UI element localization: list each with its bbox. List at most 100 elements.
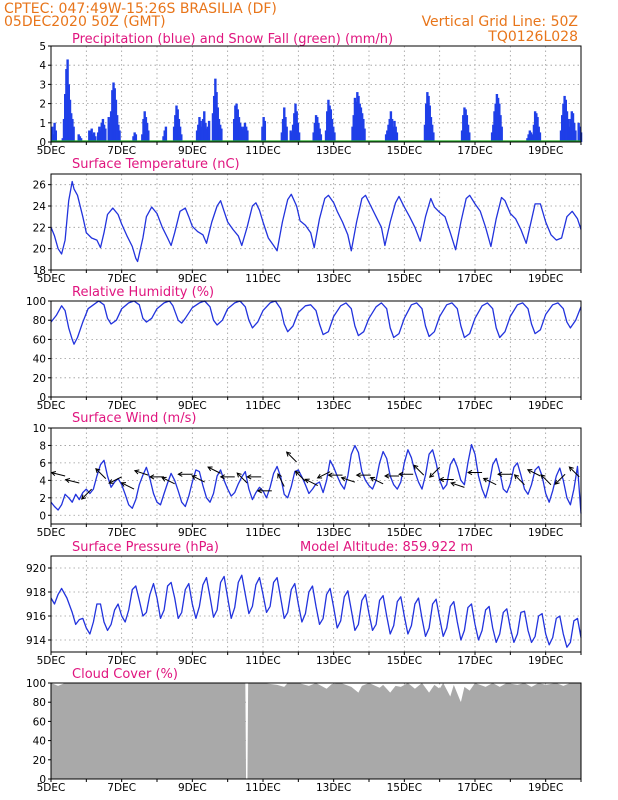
- precip-bar: [392, 126, 395, 142]
- wind-arrow-head: [64, 477, 71, 484]
- x-tick-label: 7DEC: [107, 400, 136, 412]
- x-tick-label: 9DEC: [178, 782, 207, 794]
- precip-bar: [531, 134, 534, 142]
- x-tick-label: 13DEC: [316, 782, 351, 794]
- y-tick-label: 918: [26, 587, 46, 599]
- precip-bar: [132, 136, 135, 142]
- precip-bar: [163, 130, 166, 142]
- wind-arrow-head: [540, 474, 546, 480]
- y-tick-label: 60: [33, 716, 46, 728]
- precip-bar: [68, 99, 72, 142]
- panel-title: Surface Temperature (nC): [72, 157, 240, 172]
- y-tick-label: 2: [39, 99, 46, 111]
- precip-bar: [164, 126, 168, 142]
- x-tick-label: 15DEC: [387, 527, 422, 539]
- wind-arrow-shaft: [429, 466, 441, 478]
- precip-bar: [177, 118, 181, 142]
- precip-bar: [429, 117, 433, 142]
- wind-arrow-shaft: [121, 482, 135, 490]
- precip-bar: [262, 117, 265, 142]
- precip-bar: [463, 107, 466, 142]
- wind-arrow-head: [383, 473, 390, 479]
- y-tick-label: 20: [33, 244, 46, 256]
- precip-bar: [388, 118, 391, 142]
- precip-bar: [526, 138, 529, 142]
- y-tick-label: 1: [39, 118, 46, 130]
- wind-arrow-shaft: [236, 472, 248, 484]
- y-tick-label: 20: [33, 755, 46, 767]
- wind-arrow: [246, 474, 262, 480]
- wind-arrow-shaft: [554, 473, 566, 485]
- y-tick-label: 22: [33, 222, 46, 234]
- precip-bar: [51, 126, 54, 142]
- y-tick-label: 916: [26, 611, 46, 623]
- precip-bar: [64, 94, 67, 142]
- precip-bar: [389, 111, 393, 142]
- precip-bar: [145, 122, 149, 142]
- precip-bar: [387, 124, 390, 142]
- precip-bar: [490, 132, 494, 142]
- wind-arrow: [191, 475, 205, 483]
- precip-bar: [117, 124, 120, 142]
- y-tick-label: 5: [39, 41, 46, 53]
- panel-title: Precipitation (blue) and Snow Fall (gree…: [72, 32, 393, 47]
- wind-arrow: [207, 466, 221, 474]
- wind-arrow-head: [236, 472, 242, 478]
- y-tick-label: 914: [26, 635, 46, 647]
- x-tick-label: 15DEC: [387, 400, 422, 412]
- wind-arrow-shaft: [134, 470, 149, 476]
- precip-bar: [77, 134, 80, 142]
- precip-bar: [70, 113, 73, 142]
- wind-arrow-head: [497, 471, 503, 477]
- wind-arrow: [50, 470, 66, 477]
- precip-bar: [143, 111, 146, 142]
- y-tick-label: 60: [33, 334, 46, 346]
- y-tick-label: 100: [26, 678, 46, 690]
- precip-bar: [236, 109, 239, 142]
- precip-bar: [241, 128, 244, 142]
- precip-bar: [281, 118, 285, 142]
- precip-bar: [240, 126, 243, 142]
- precip-bar: [578, 126, 582, 142]
- wind-arrow: [95, 467, 107, 479]
- precip-bar: [244, 126, 248, 142]
- x-tick-label: 19DEC: [528, 527, 563, 539]
- x-tick-label: 19DEC: [528, 273, 563, 285]
- precip-bar: [206, 126, 210, 142]
- x-tick-label: 7DEC: [107, 273, 136, 285]
- wind-arrow-head: [438, 476, 444, 483]
- plot-frame: [50, 45, 582, 143]
- precip-bar: [98, 126, 101, 142]
- wind-arrow: [285, 451, 297, 463]
- x-tick-label: 5DEC: [37, 273, 66, 285]
- x-tick-label: 5DEC: [37, 400, 66, 412]
- precip-bar: [563, 95, 566, 142]
- precip-bar: [195, 130, 199, 142]
- precip-bar: [108, 122, 112, 142]
- precip-bar: [232, 118, 236, 142]
- wind-arrow-head: [256, 488, 263, 494]
- wind-arrow: [304, 478, 318, 487]
- precip-bar: [528, 130, 532, 142]
- precip-bar: [460, 130, 464, 142]
- precip-bar: [499, 115, 502, 142]
- wind-arrow: [398, 471, 414, 477]
- x-tick-label: 13DEC: [316, 145, 351, 157]
- x-tick-label: 17DEC: [457, 527, 492, 539]
- precip-bar: [214, 78, 217, 142]
- panel-title: Cloud Cover (%): [72, 667, 178, 682]
- x-tick-label: 15DEC: [387, 145, 422, 157]
- precip-bar: [217, 118, 221, 142]
- y-tick-label: 0: [39, 137, 46, 149]
- wind-arrow-head: [294, 470, 300, 476]
- x-tick-label: 11DEC: [245, 655, 280, 667]
- x-tick-label: 17DEC: [457, 145, 492, 157]
- precip-bar: [246, 130, 249, 142]
- y-tick-label: 40: [33, 736, 46, 748]
- wind-arrow-shaft: [413, 464, 425, 476]
- wind-arrow-head: [277, 473, 282, 479]
- precip-bar: [357, 95, 360, 142]
- precip-bar: [172, 126, 176, 142]
- x-tick-label: 13DEC: [316, 273, 351, 285]
- precip-bar: [78, 136, 82, 142]
